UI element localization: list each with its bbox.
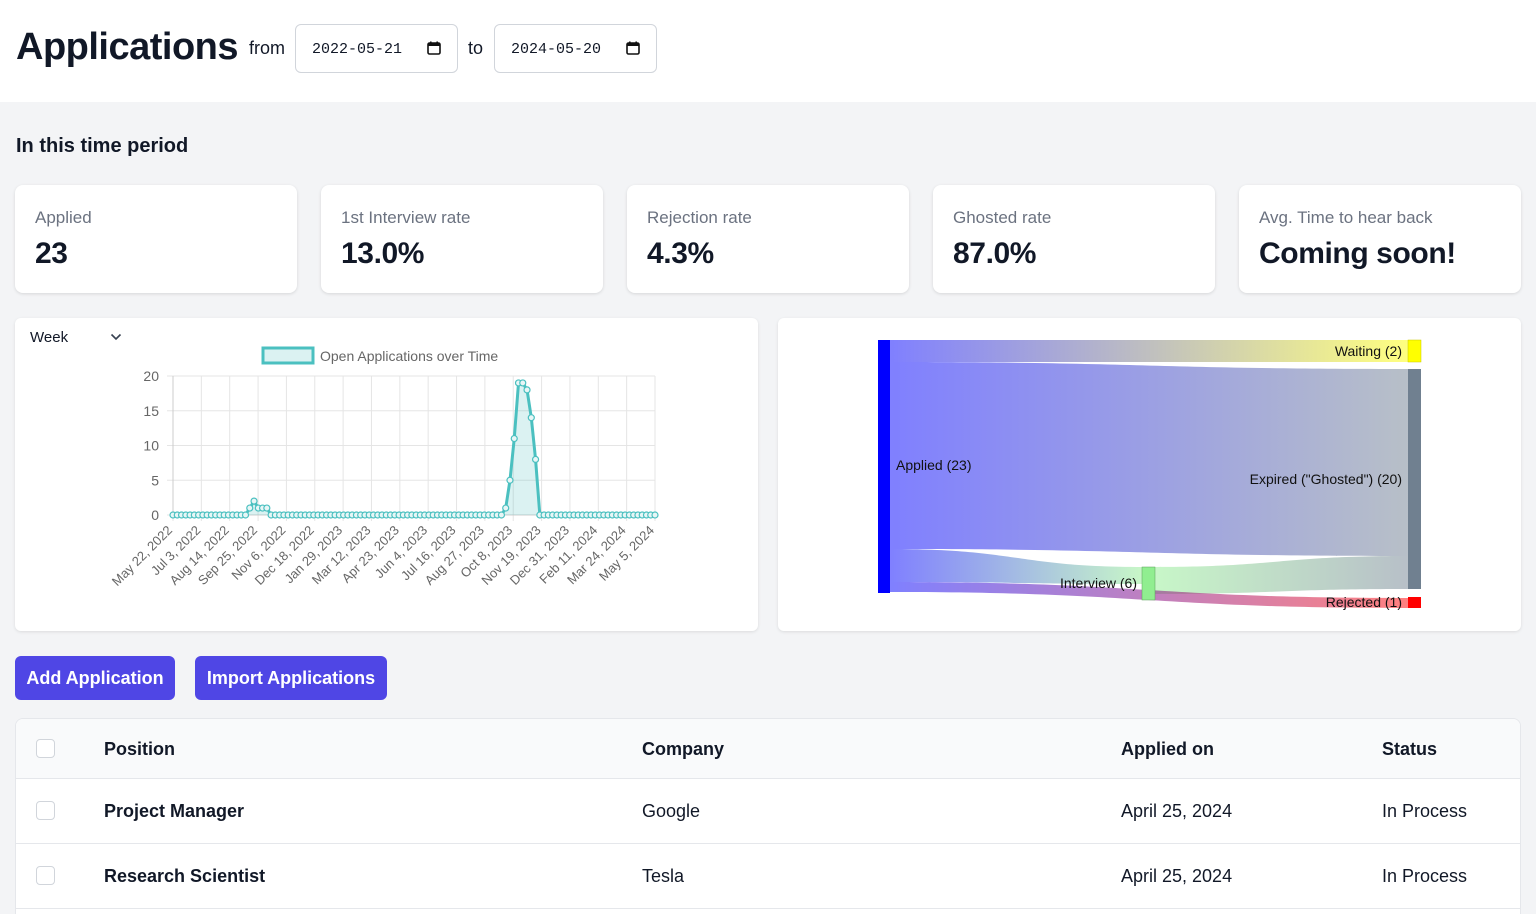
- row-checkbox[interactable]: [36, 801, 55, 820]
- import-applications-button[interactable]: Import Applications: [195, 656, 387, 700]
- sankey-node-rejected[interactable]: [1408, 597, 1421, 608]
- data-point: [527, 414, 535, 422]
- series-line: [173, 381, 655, 517]
- y-tick-label: 0: [151, 507, 159, 523]
- section-title: In this time period: [16, 135, 189, 157]
- to-label: to: [468, 38, 484, 58]
- stat-label: Rejection rate: [647, 208, 752, 227]
- y-tick-label: 5: [151, 472, 159, 488]
- top-bar: Applications from 2022-05-21 to 2024-05-…: [0, 0, 1536, 102]
- data-point: [246, 504, 254, 512]
- to-date-input[interactable]: 2024-05-20: [494, 24, 657, 73]
- sankey-label-waiting: Waiting (2): [1335, 343, 1402, 359]
- data-point: [651, 511, 659, 519]
- stat-card-rejection-rate: Rejection rate 4.3%: [627, 185, 909, 293]
- data-point: [241, 511, 250, 519]
- sankey-link-interview-expired: [1155, 556, 1408, 594]
- cell-applied-on: April 25, 2024: [1121, 866, 1233, 886]
- sankey-node-interview[interactable]: [1141, 566, 1156, 601]
- stat-label: 1st Interview rate: [341, 208, 471, 227]
- table-row[interactable]: Project Manager Google April 25, 2024 In…: [16, 779, 1520, 844]
- data-point: [250, 497, 258, 505]
- legend-label: Open Applications over Time: [320, 348, 498, 364]
- stat-value: 23: [35, 237, 68, 270]
- data-point: [497, 511, 506, 519]
- applications-table: Position Company Applied on Status Proje…: [15, 718, 1521, 914]
- sankey-node-waiting[interactable]: [1407, 339, 1422, 363]
- table-header: Position Company Applied on Status: [16, 719, 1520, 779]
- sankey-diagram: Applied (23) Waiting (2) Expired ("Ghost…: [878, 339, 1422, 610]
- from-date-input[interactable]: 2022-05-21: [295, 24, 458, 73]
- sankey-panel: Applied (23) Waiting (2) Expired ("Ghost…: [778, 318, 1521, 631]
- y-tick-label: 15: [143, 403, 159, 419]
- column-header-status[interactable]: Status: [1382, 739, 1438, 759]
- sankey-node-applied[interactable]: [878, 340, 890, 593]
- sankey-node-expired[interactable]: [1408, 369, 1421, 589]
- sankey-label-applied: Applied (23): [896, 457, 972, 473]
- column-header-applied-on[interactable]: Applied on: [1121, 739, 1214, 759]
- cell-applied-on: April 25, 2024: [1121, 801, 1233, 821]
- cell-status: In Process: [1382, 866, 1468, 886]
- line-chart-panel: Week 0 5 10 15 20 May 22, 2022 Jul 3, 2022 Aug …: [15, 318, 758, 631]
- cell-status: In Process: [1382, 801, 1468, 821]
- page-title: Applications: [16, 26, 239, 68]
- granularity-select[interactable]: Week: [30, 328, 130, 350]
- column-header-position[interactable]: Position: [104, 739, 175, 759]
- sankey-link-applied-interview: [890, 549, 1142, 584]
- data-point: [263, 504, 271, 512]
- data-point: [531, 455, 540, 463]
- stat-value: 4.3%: [647, 237, 714, 270]
- add-application-button[interactable]: Add Application: [15, 656, 175, 700]
- from-label: from: [249, 38, 285, 58]
- cell-company: Tesla: [642, 866, 685, 886]
- data-point: [510, 434, 518, 443]
- y-tick-label: 20: [143, 368, 159, 384]
- row-checkbox[interactable]: [36, 866, 55, 885]
- sankey-label-interview: Interview (6): [1060, 575, 1137, 591]
- data-point: [502, 504, 510, 512]
- sankey-link-applied-waiting: [890, 340, 1408, 362]
- stat-label: Avg. Time to hear back: [1259, 208, 1433, 227]
- legend-swatch: [261, 346, 315, 365]
- stat-value: Coming soon!: [1259, 237, 1456, 270]
- calendar-icon[interactable]: [626, 41, 640, 55]
- stat-card-applied: Applied 23: [15, 185, 297, 293]
- chevron-down-icon: [110, 333, 122, 341]
- stat-card-interview-rate: 1st Interview rate 13.0%: [321, 185, 603, 293]
- stat-label: Applied: [35, 208, 92, 227]
- series-area: [173, 382, 655, 515]
- stat-value: 13.0%: [341, 237, 425, 270]
- stat-card-ghosted-rate: Ghosted rate 87.0%: [933, 185, 1215, 293]
- stat-card-avg-time: Avg. Time to hear back Coming soon!: [1239, 185, 1521, 293]
- to-date-value: 2024-05-20: [511, 41, 602, 58]
- sankey-label-expired: Expired ("Ghosted") (20): [1250, 471, 1402, 487]
- stat-label: Ghosted rate: [953, 208, 1052, 227]
- cell-position: Research Scientist: [104, 866, 266, 886]
- data-point: [523, 386, 531, 394]
- data-point: [506, 476, 514, 484]
- sankey-link-applied-expired: [890, 362, 1408, 556]
- column-header-company[interactable]: Company: [642, 739, 725, 759]
- from-date-value: 2022-05-21: [312, 41, 403, 58]
- stat-value: 87.0%: [953, 237, 1037, 270]
- cell-company: Google: [642, 801, 701, 821]
- granularity-value: Week: [30, 329, 69, 346]
- select-all-checkbox[interactable]: [36, 739, 55, 758]
- cell-position: Project Manager: [104, 801, 245, 821]
- sankey-label-rejected: Rejected (1): [1326, 594, 1402, 610]
- calendar-icon[interactable]: [427, 41, 441, 55]
- y-tick-label: 10: [143, 438, 159, 454]
- table-row[interactable]: Research Scientist Tesla April 25, 2024 …: [16, 844, 1520, 909]
- data-point: [519, 379, 527, 387]
